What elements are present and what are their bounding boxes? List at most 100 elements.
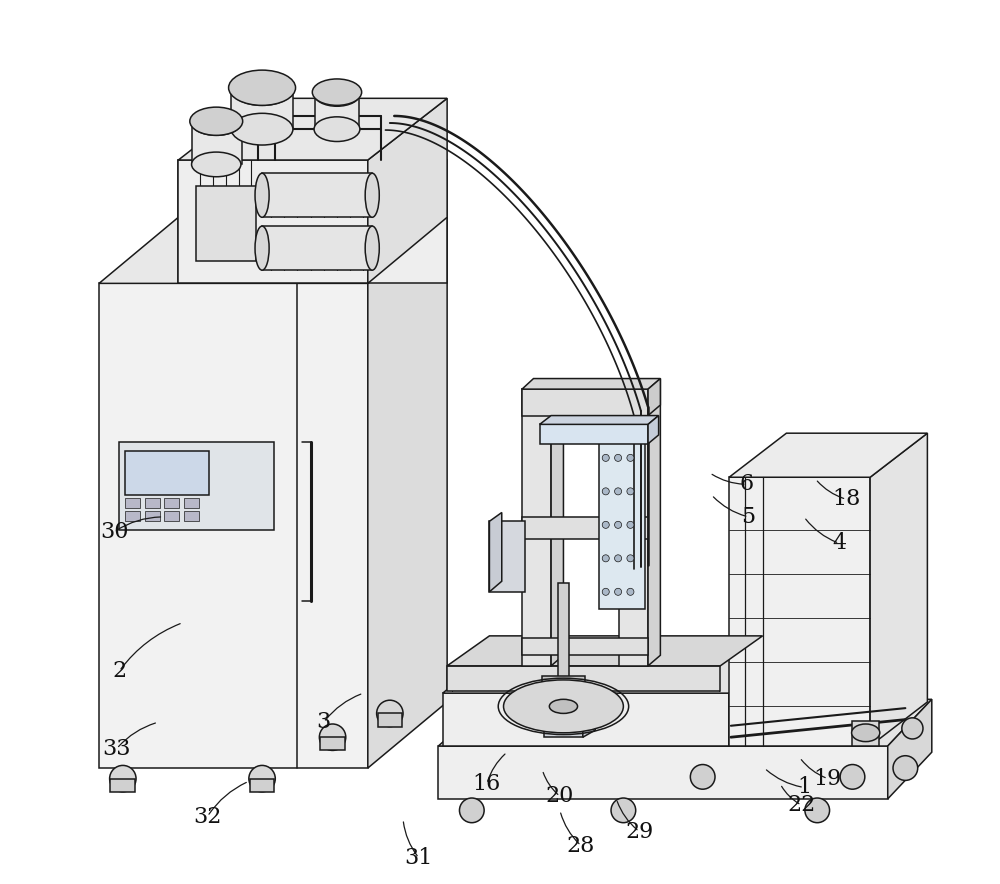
- Text: 6: 6: [740, 473, 754, 495]
- Circle shape: [627, 522, 634, 529]
- Polygon shape: [648, 378, 660, 666]
- Ellipse shape: [314, 117, 360, 141]
- Ellipse shape: [231, 73, 293, 105]
- Circle shape: [602, 555, 609, 562]
- Bar: [599, 415, 645, 609]
- Polygon shape: [888, 699, 932, 799]
- Polygon shape: [522, 389, 648, 415]
- Text: 16: 16: [473, 773, 501, 795]
- Polygon shape: [522, 378, 660, 389]
- Bar: [178, 160, 368, 284]
- Bar: [184, 511, 199, 522]
- Circle shape: [840, 765, 865, 789]
- Text: 18: 18: [832, 488, 861, 510]
- Circle shape: [249, 766, 275, 792]
- Polygon shape: [262, 173, 372, 217]
- Text: 20: 20: [546, 785, 574, 807]
- Polygon shape: [99, 217, 447, 284]
- Bar: [184, 498, 199, 508]
- Polygon shape: [443, 693, 729, 746]
- Ellipse shape: [192, 110, 241, 135]
- Text: 5: 5: [741, 506, 756, 528]
- Circle shape: [319, 724, 346, 751]
- Bar: [852, 721, 879, 746]
- Ellipse shape: [190, 107, 243, 135]
- Polygon shape: [522, 637, 648, 655]
- Polygon shape: [262, 226, 372, 271]
- Bar: [125, 451, 209, 495]
- Circle shape: [602, 488, 609, 495]
- Polygon shape: [583, 690, 595, 737]
- Circle shape: [611, 798, 636, 823]
- Circle shape: [690, 765, 715, 789]
- Text: 32: 32: [193, 805, 222, 827]
- Text: 22: 22: [787, 794, 816, 816]
- Ellipse shape: [314, 81, 360, 106]
- Polygon shape: [729, 655, 775, 746]
- Ellipse shape: [231, 113, 293, 145]
- Ellipse shape: [255, 173, 269, 217]
- Polygon shape: [522, 389, 551, 666]
- Bar: [447, 666, 720, 690]
- Circle shape: [110, 766, 136, 792]
- Bar: [489, 522, 525, 591]
- Polygon shape: [619, 389, 648, 666]
- Circle shape: [602, 454, 609, 461]
- Polygon shape: [231, 89, 293, 129]
- Bar: [145, 498, 160, 508]
- Polygon shape: [447, 636, 763, 666]
- Bar: [119, 442, 274, 530]
- Circle shape: [627, 588, 634, 595]
- Circle shape: [615, 555, 622, 562]
- Ellipse shape: [852, 724, 880, 742]
- Bar: [250, 779, 274, 792]
- Polygon shape: [729, 433, 927, 477]
- Text: 4: 4: [832, 532, 846, 554]
- Circle shape: [602, 588, 609, 595]
- Bar: [110, 779, 135, 792]
- Polygon shape: [540, 415, 659, 424]
- Ellipse shape: [549, 699, 578, 713]
- Polygon shape: [542, 675, 585, 699]
- Circle shape: [615, 588, 622, 595]
- Ellipse shape: [365, 173, 379, 217]
- Text: 3: 3: [317, 712, 331, 733]
- Text: 33: 33: [102, 737, 131, 759]
- Text: 2: 2: [112, 660, 126, 682]
- Bar: [164, 511, 179, 522]
- Circle shape: [627, 555, 634, 562]
- Text: 30: 30: [100, 521, 128, 543]
- Polygon shape: [540, 424, 648, 444]
- Polygon shape: [648, 415, 659, 444]
- Bar: [378, 713, 402, 727]
- Circle shape: [893, 756, 918, 781]
- Polygon shape: [438, 746, 888, 799]
- Bar: [125, 511, 140, 522]
- Polygon shape: [178, 160, 447, 284]
- Polygon shape: [178, 98, 447, 160]
- Bar: [164, 498, 179, 508]
- Bar: [125, 498, 140, 508]
- Ellipse shape: [312, 79, 362, 105]
- Text: 1: 1: [797, 776, 811, 798]
- Polygon shape: [192, 123, 242, 164]
- Ellipse shape: [192, 152, 241, 177]
- Polygon shape: [489, 513, 502, 591]
- Text: 19: 19: [814, 767, 842, 789]
- Polygon shape: [648, 378, 660, 415]
- Ellipse shape: [504, 680, 623, 733]
- Polygon shape: [315, 94, 359, 129]
- Polygon shape: [368, 98, 447, 284]
- Circle shape: [377, 700, 403, 727]
- Ellipse shape: [229, 70, 296, 105]
- Circle shape: [615, 488, 622, 495]
- Circle shape: [627, 454, 634, 461]
- Polygon shape: [870, 433, 927, 746]
- Circle shape: [805, 798, 830, 823]
- Ellipse shape: [365, 226, 379, 271]
- Circle shape: [615, 522, 622, 529]
- Polygon shape: [443, 655, 775, 693]
- Text: 29: 29: [625, 820, 653, 842]
- Polygon shape: [551, 378, 563, 666]
- Ellipse shape: [255, 226, 269, 271]
